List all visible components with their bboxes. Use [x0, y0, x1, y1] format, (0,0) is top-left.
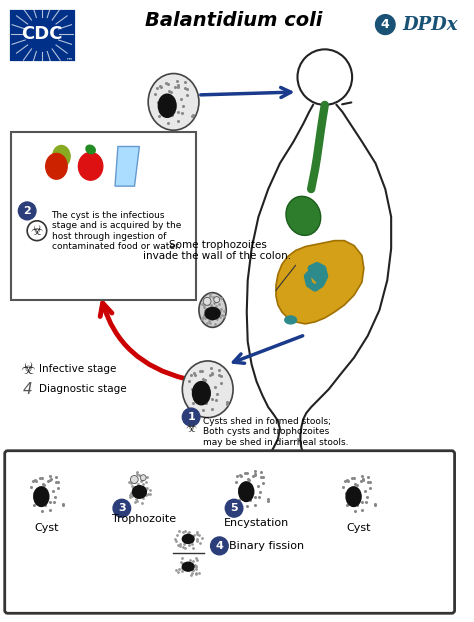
Text: Binary fission: Binary fission	[229, 541, 304, 551]
Polygon shape	[276, 241, 364, 324]
Ellipse shape	[230, 465, 273, 513]
Text: Trophozoite: Trophozoite	[112, 514, 176, 524]
Ellipse shape	[25, 470, 68, 518]
Ellipse shape	[148, 73, 199, 130]
Text: ☣: ☣	[20, 361, 35, 378]
Text: 3: 3	[118, 503, 126, 513]
Ellipse shape	[127, 471, 152, 506]
Text: Balantidium coli: Balantidium coli	[146, 11, 323, 30]
Ellipse shape	[182, 361, 233, 417]
Polygon shape	[115, 147, 139, 186]
Ellipse shape	[239, 482, 254, 501]
Ellipse shape	[182, 562, 194, 571]
FancyBboxPatch shape	[8, 7, 76, 62]
Ellipse shape	[192, 381, 210, 405]
Ellipse shape	[34, 487, 49, 506]
Ellipse shape	[86, 145, 95, 154]
Ellipse shape	[46, 154, 67, 179]
Circle shape	[140, 475, 146, 481]
Ellipse shape	[285, 316, 297, 324]
Text: 2: 2	[23, 206, 31, 216]
Text: Cyst: Cyst	[346, 523, 371, 533]
Circle shape	[225, 499, 243, 517]
Text: Some trophozoites
invade the wall of the colon.: Some trophozoites invade the wall of the…	[144, 239, 292, 261]
Ellipse shape	[182, 534, 194, 544]
Text: Cysts shed in formed stools;
Both cysts and trophozoites
may be shed in diarrhea: Cysts shed in formed stools; Both cysts …	[203, 417, 348, 447]
Ellipse shape	[158, 94, 176, 118]
Circle shape	[130, 475, 138, 483]
Text: 5: 5	[230, 503, 238, 513]
Text: 4: 4	[216, 541, 223, 551]
Ellipse shape	[53, 146, 70, 167]
FancyBboxPatch shape	[10, 132, 196, 300]
Ellipse shape	[337, 470, 381, 518]
Text: Encystation: Encystation	[224, 518, 289, 528]
Text: Diagnostic stage: Diagnostic stage	[39, 384, 127, 394]
Circle shape	[203, 297, 211, 305]
Text: The cyst is the infectious
stage and is acquired by the
host through ingestion o: The cyst is the infectious stage and is …	[52, 211, 181, 251]
Text: 4: 4	[381, 18, 390, 31]
Ellipse shape	[286, 197, 321, 235]
Text: Cyst: Cyst	[35, 523, 59, 533]
Ellipse shape	[173, 527, 204, 551]
Ellipse shape	[78, 152, 103, 180]
Text: CDC: CDC	[21, 26, 63, 44]
Ellipse shape	[173, 555, 204, 578]
Text: 4: 4	[22, 382, 32, 397]
Circle shape	[113, 499, 131, 517]
Text: ☣: ☣	[185, 422, 197, 435]
Ellipse shape	[205, 307, 220, 320]
Circle shape	[182, 408, 200, 426]
Text: Infective stage: Infective stage	[39, 364, 116, 374]
Circle shape	[214, 297, 219, 302]
FancyBboxPatch shape	[5, 451, 455, 613]
Ellipse shape	[132, 486, 146, 498]
Text: ™: ™	[65, 57, 73, 63]
Circle shape	[375, 15, 395, 34]
Text: ☣: ☣	[31, 224, 43, 238]
Circle shape	[18, 202, 36, 220]
Ellipse shape	[346, 487, 361, 506]
Text: 1: 1	[187, 412, 195, 422]
Ellipse shape	[199, 293, 226, 327]
Circle shape	[210, 537, 228, 555]
Text: DPDx: DPDx	[403, 16, 458, 34]
